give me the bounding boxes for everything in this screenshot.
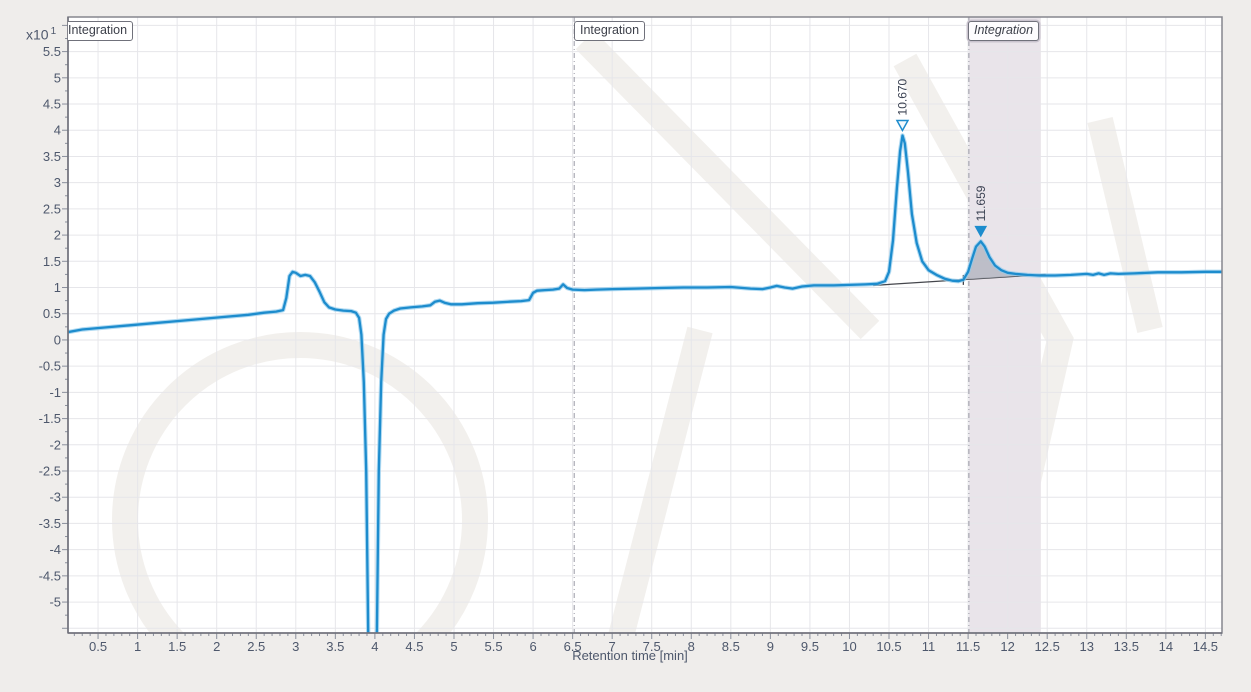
plot-content: 10.670 11.659 bbox=[68, 17, 1222, 633]
y-tick-label: -0.5 bbox=[39, 359, 61, 374]
y-tick-label: -4.5 bbox=[39, 568, 61, 583]
x-tick-label: 14.5 bbox=[1193, 639, 1218, 654]
y-tick-label: 5.5 bbox=[43, 44, 61, 59]
signal-trace bbox=[68, 134, 1222, 633]
x-tick-label: 5 bbox=[450, 639, 457, 654]
x-tick-label: 12 bbox=[1000, 639, 1014, 654]
y-tick-label: -3 bbox=[49, 490, 61, 505]
y-tick-label: 2 bbox=[54, 228, 61, 243]
x-tick-label: 0.5 bbox=[89, 639, 107, 654]
watermark-stroke bbox=[1087, 116, 1163, 334]
x-tick-label: 13 bbox=[1080, 639, 1094, 654]
y-tick-label: 4 bbox=[54, 123, 61, 138]
watermark-stroke bbox=[608, 326, 713, 633]
y-tick-label: -4 bbox=[49, 542, 61, 557]
y-tick-label: -1 bbox=[49, 385, 61, 400]
y-tick-label: 3.5 bbox=[43, 149, 61, 164]
integration-region-label-3[interactable]: Integration bbox=[968, 21, 1040, 41]
y-tick-label: -2.5 bbox=[39, 464, 61, 479]
x-tick-label: 6 bbox=[529, 639, 536, 654]
x-tick-label: 6.5 bbox=[564, 639, 582, 654]
peak-rt-label: 10.670 bbox=[895, 78, 909, 115]
plot-area[interactable]: Integration Integration Integration bbox=[68, 17, 1222, 633]
x-tick-label: 11 bbox=[922, 639, 936, 654]
x-tick-label: 3.5 bbox=[326, 639, 344, 654]
x-tick-label: 14 bbox=[1159, 639, 1173, 654]
shaded-integration-region bbox=[968, 17, 1041, 633]
tick-labels: 0.5 1 1.5 2 2.5 3 3.5 4 4.5 5 5.5 6 6.5 7 7.5 8 8.5 9 9.5 1… bbox=[39, 44, 1218, 654]
watermark-stroke bbox=[112, 332, 488, 633]
x-tick-label: 1 bbox=[134, 639, 141, 654]
peak-marker-open bbox=[895, 119, 910, 133]
x-tick-label: 9 bbox=[767, 639, 774, 654]
x-tick-label: 10.5 bbox=[876, 639, 901, 654]
x-tick-label: 8.5 bbox=[722, 639, 740, 654]
x-tick-label: 7 bbox=[609, 639, 616, 654]
x-tick-label: 8 bbox=[688, 639, 695, 654]
x-tick-label: 11.5 bbox=[956, 639, 980, 654]
x-tick-label: 4.5 bbox=[405, 639, 423, 654]
y-axis-multiplier-exponent: 1 bbox=[50, 26, 57, 37]
x-tick-label: 2 bbox=[213, 639, 220, 654]
y-tick-label: -3.5 bbox=[39, 516, 61, 531]
watermark-stroke bbox=[575, 30, 880, 340]
y-tick-label: 5 bbox=[54, 70, 61, 85]
x-tick-label: 1.5 bbox=[168, 639, 186, 654]
x-tick-label: 7.5 bbox=[643, 639, 661, 654]
y-tick-label: 0 bbox=[54, 332, 61, 347]
y-tick-label: 0.5 bbox=[43, 306, 61, 321]
x-tick-label: 12.5 bbox=[1035, 639, 1060, 654]
y-axis-multiplier-base: x10 bbox=[26, 26, 49, 43]
y-tick-label: 4.5 bbox=[43, 97, 61, 112]
x-tick-label: 3 bbox=[292, 639, 299, 654]
x-tick-label: 13.5 bbox=[1114, 639, 1139, 654]
peak-rt-label: 11.659 bbox=[974, 185, 988, 221]
integration-region-label-1[interactable]: Integration bbox=[68, 21, 134, 41]
peak-marker-filled bbox=[974, 225, 988, 238]
y-tick-label: 1 bbox=[54, 280, 61, 295]
y-tick-label: -1.5 bbox=[39, 411, 61, 426]
y-tick-label: 1.5 bbox=[43, 254, 61, 269]
x-tick-label: 5.5 bbox=[484, 639, 502, 654]
y-tick-label: 3 bbox=[54, 175, 61, 190]
x-tick-label: 10 bbox=[842, 639, 856, 654]
y-tick-label: -5 bbox=[49, 595, 61, 610]
x-tick-label: 2.5 bbox=[247, 639, 265, 654]
x-tick-label: 9.5 bbox=[801, 639, 819, 654]
x-tick-label: 4 bbox=[371, 639, 378, 654]
x-axis-title: Retention time [min] bbox=[572, 648, 688, 663]
integration-region-label-2[interactable]: Integration bbox=[574, 21, 646, 41]
peak-area-fill bbox=[963, 241, 1040, 280]
y-tick-label: 2.5 bbox=[43, 201, 61, 216]
y-tick-label: -2 bbox=[49, 437, 61, 452]
y-axis-multiplier: x10 1 bbox=[26, 26, 56, 43]
